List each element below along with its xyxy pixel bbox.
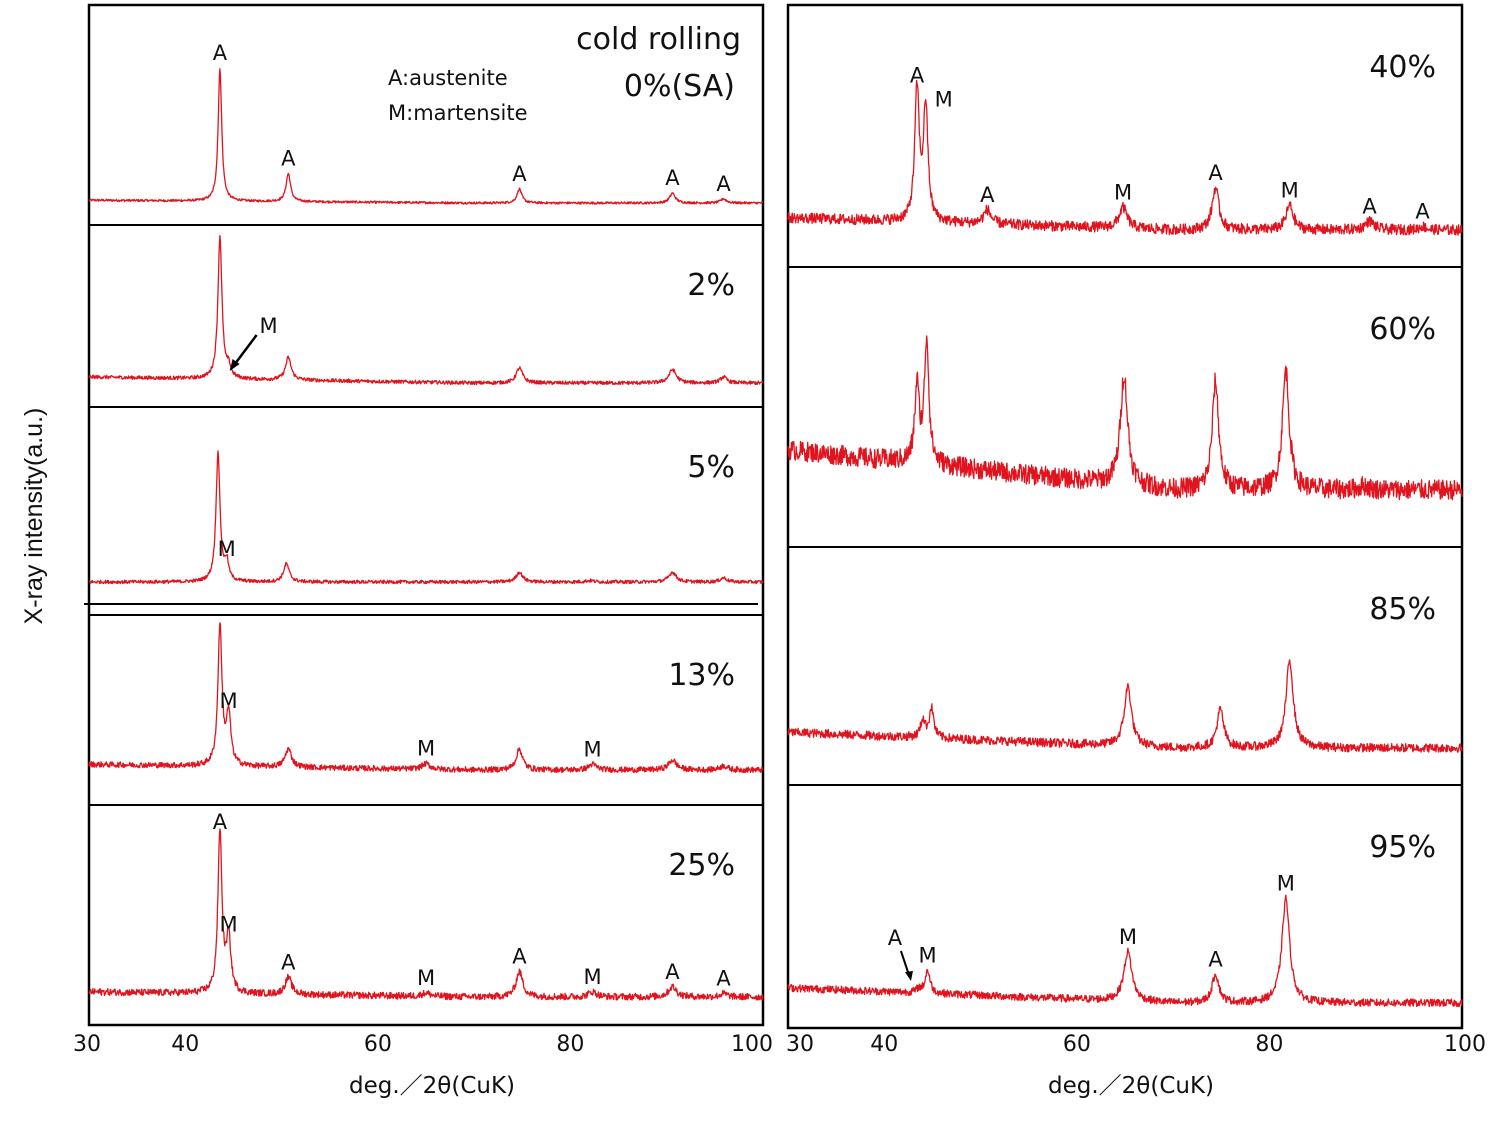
trace-85 [787, 659, 1463, 753]
peak-label-austenite: A [1208, 161, 1223, 185]
strain-label: 0%(SA) [624, 69, 735, 104]
peak-label-austenite: A [910, 64, 925, 88]
peak-label-martensite: M [1119, 925, 1137, 949]
peak-label-martensite: M [220, 912, 238, 936]
x-axes: 30 40 60 80 100 30 40 60 80 100 [73, 1032, 1486, 1057]
trace-95 [787, 894, 1463, 1008]
peak-label-austenite: A [665, 166, 680, 190]
panel-40 [787, 79, 1463, 236]
peak-label-martensite: M [1281, 179, 1299, 203]
diffraction-traces [88, 68, 1463, 1008]
x-tick-label: 100 [1444, 1032, 1486, 1057]
legend-martensite: M:martensite [388, 101, 528, 125]
trace-2 [88, 235, 764, 386]
x-tick-label: 100 [731, 1032, 773, 1057]
peak-label-austenite: A [281, 147, 296, 171]
legend-austenite: A:austenite [388, 66, 508, 90]
x-axis-title-left: deg.／2θ(CuK) [349, 1073, 515, 1099]
peak-label-martensite: M [220, 689, 238, 713]
panel-5 [88, 450, 764, 585]
trace-40 [787, 79, 1463, 236]
trace-25 [88, 828, 764, 1001]
strain-label: 13% [668, 658, 735, 693]
peak-label-austenite: A [716, 967, 731, 991]
x-tick-label: 40 [870, 1032, 898, 1057]
peak-label-martensite: M [417, 966, 435, 990]
peak-label-martensite: M [935, 87, 953, 111]
x-tick-label: 30 [786, 1032, 814, 1057]
panel-95 [787, 894, 1463, 1008]
peak-label-austenite: A [888, 926, 903, 950]
peak-label-martensite: M [584, 965, 602, 989]
peak-label-martensite: M [1114, 180, 1132, 204]
arrow-line [231, 334, 258, 368]
trace-5 [88, 450, 764, 585]
peak-label-martensite: M [1277, 872, 1295, 896]
left-frame [87, 3, 765, 1027]
x-tick-label: 40 [171, 1032, 199, 1057]
strain-label: 40% [1369, 50, 1436, 85]
peak-label-austenite: A [213, 810, 228, 834]
x-tick-label: 30 [73, 1032, 101, 1057]
peak-label-austenite: A [213, 41, 228, 65]
panel-2 [88, 235, 764, 386]
peak-label-martensite: M [584, 737, 602, 761]
peak-label-martensite: M [260, 314, 278, 338]
trace-60 [787, 335, 1463, 501]
trace-13 [88, 622, 764, 774]
strain-label: 85% [1369, 592, 1436, 627]
peak-label-martensite: M [417, 737, 435, 761]
peak-label-austenite: A [1208, 948, 1223, 972]
peak-label-austenite: A [1362, 194, 1377, 218]
right-frame [786, 3, 1464, 1030]
y-axis-label: X-ray intensity(a.u.) [20, 408, 48, 625]
cold-rolling-header: cold rolling [576, 22, 741, 57]
peak-label-austenite: A [716, 172, 731, 196]
panel-85 [787, 659, 1463, 753]
x-tick-label: 60 [1063, 1032, 1091, 1057]
strain-label: 95% [1369, 830, 1436, 865]
panel-0SA [88, 68, 764, 205]
peak-label-austenite: A [980, 183, 995, 207]
peak-label-austenite: A [1415, 200, 1430, 224]
x-tick-label: 80 [1255, 1032, 1283, 1057]
panel-13 [88, 622, 764, 774]
peak-label-austenite: A [512, 162, 527, 186]
panel-60 [787, 335, 1463, 501]
peak-label-austenite: A [512, 945, 527, 969]
peak-label-austenite: A [281, 951, 296, 975]
peak-label-martensite: M [919, 944, 937, 968]
x-axis-title-right: deg.／2θ(CuK) [1048, 1073, 1214, 1099]
arrow-head-icon [229, 359, 240, 371]
arrow-line [899, 950, 910, 976]
peak-label-martensite: M [218, 537, 236, 561]
strain-label: 25% [668, 848, 735, 883]
strain-label: 60% [1369, 312, 1436, 347]
strain-label: 5% [687, 450, 735, 485]
peak-label-austenite: A [665, 960, 680, 984]
trace-0SA [88, 68, 764, 205]
x-tick-label: 80 [556, 1032, 584, 1057]
arrow-head-icon [904, 971, 913, 981]
panel-25 [88, 828, 764, 1001]
x-tick-label: 60 [364, 1032, 392, 1057]
strain-label: 2% [687, 268, 735, 303]
panel-frames [84, 3, 1464, 1030]
